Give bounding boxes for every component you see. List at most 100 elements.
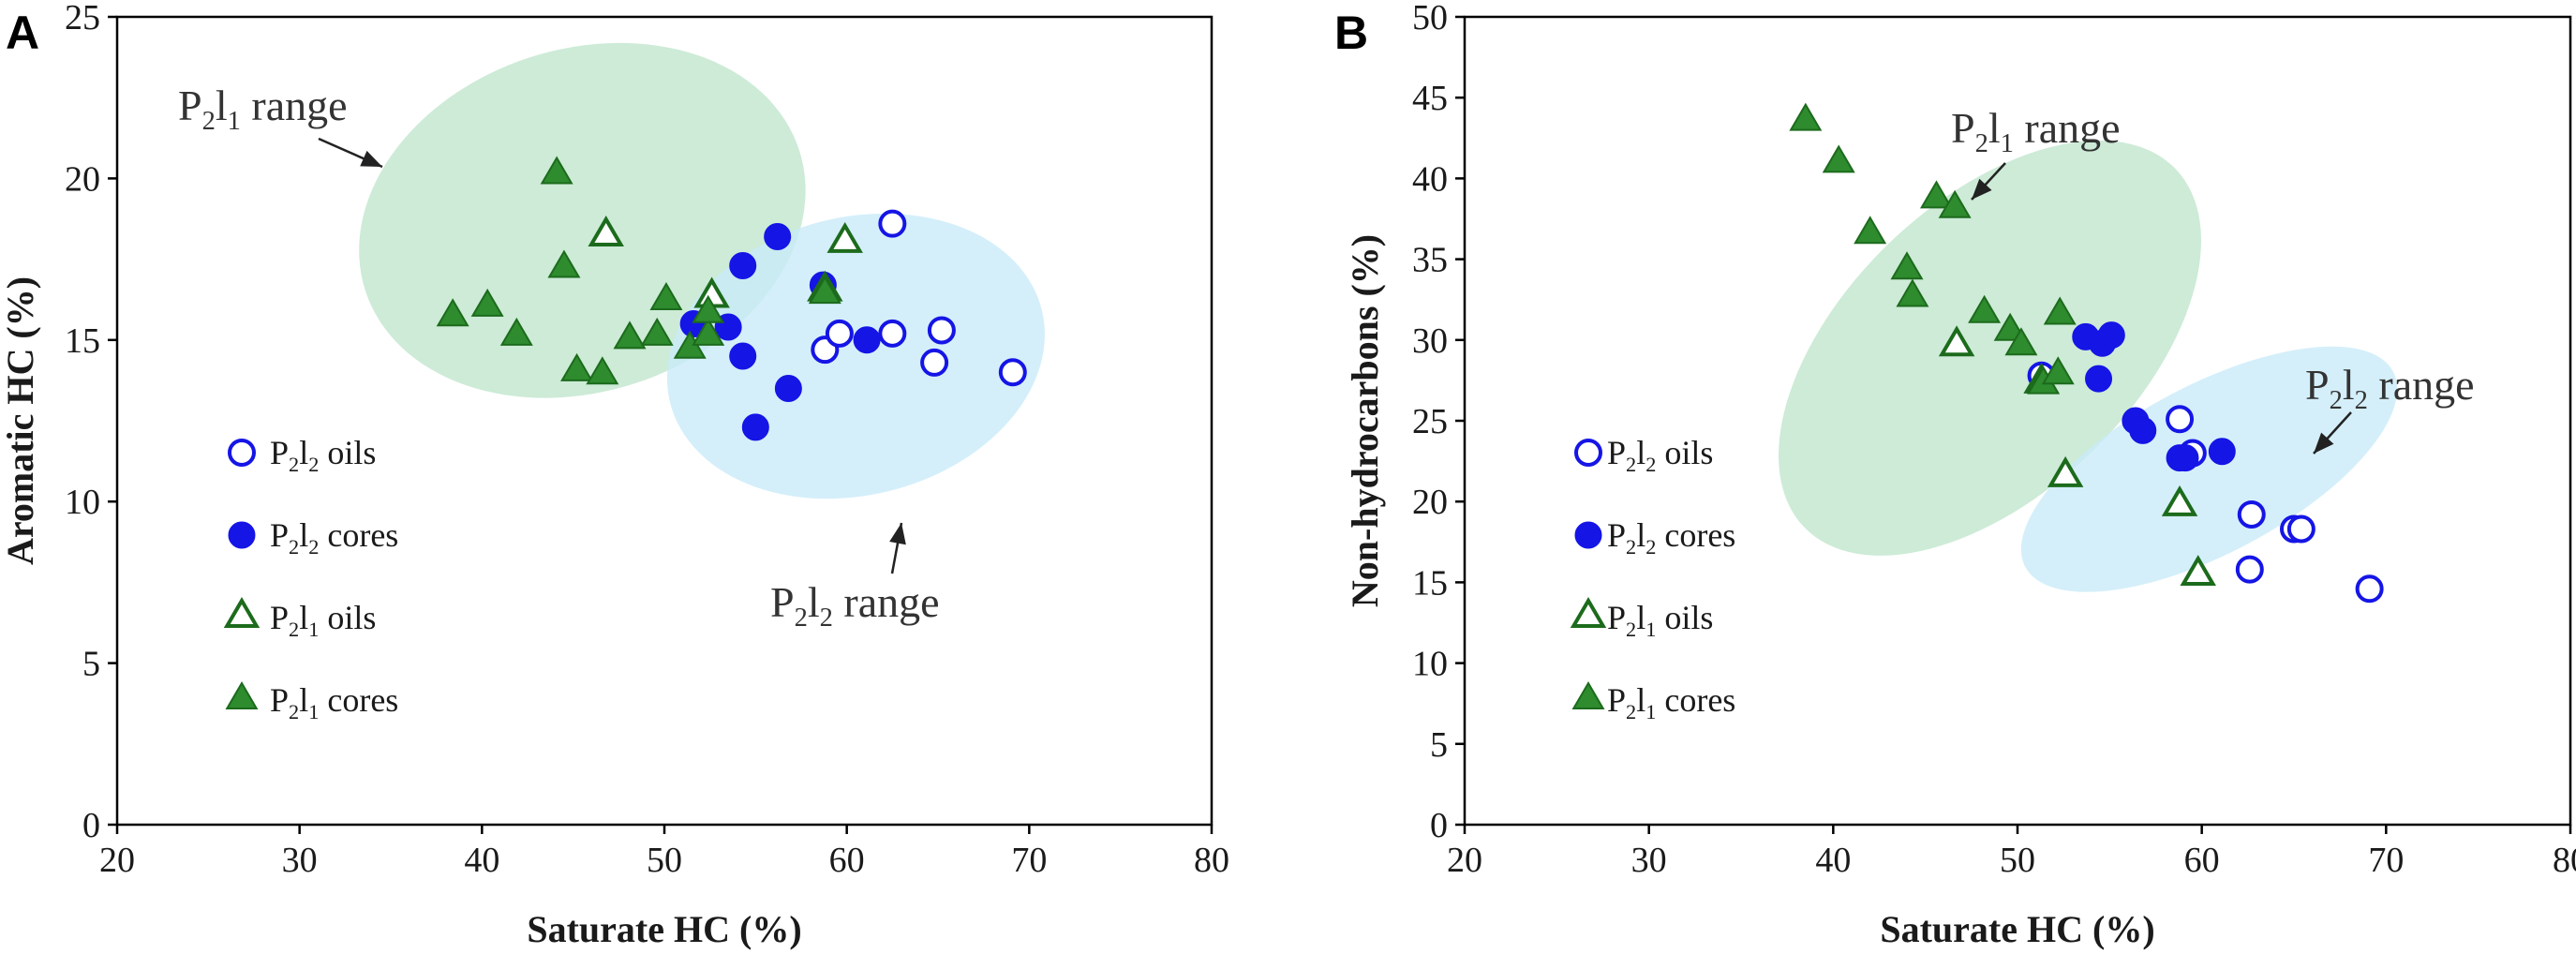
x-axis-label: Saturate HC (%) (1880, 908, 2154, 950)
point-p2l1-cores (1968, 294, 2002, 323)
range-label-p2l1: P2l1 range (178, 82, 348, 136)
point-p2l1-cores (692, 294, 725, 323)
point-p2l1-cores (692, 317, 725, 346)
point-p2l1-cores (560, 352, 594, 381)
legend-marker-p2l2-oils (1574, 439, 1602, 467)
legend-label-p2l1-cores: P2l1 cores (270, 681, 398, 723)
point-p2l2-cores (2097, 321, 2125, 350)
x-axis-label: Saturate HC (%) (527, 908, 801, 950)
y-tick-label: 0 (82, 806, 100, 845)
x-tick-label: 40 (464, 841, 499, 880)
point-p2l2-oils (2237, 499, 2266, 529)
x-tick-label: 20 (99, 841, 135, 880)
legend-marker-p2l1-cores (225, 681, 259, 709)
x-tick-label: 50 (647, 841, 682, 880)
panel-b-chart: 20 30 40 50 60 70 80 0 5 10 15 20 25 30 35 40 45 50 Satura… (1334, 0, 2576, 950)
x-tick-label: 80 (2553, 841, 2576, 880)
legend-marker-p2l2-cores (228, 521, 256, 549)
point-p2l1-oils (2047, 455, 2084, 487)
x-tick-label: 60 (2184, 841, 2220, 880)
point-p2l2-cores (729, 342, 757, 370)
legend-marker-p2l1-oils (223, 597, 261, 628)
range-arrow-head (1972, 178, 1992, 200)
y-tick-label: 5 (82, 645, 100, 684)
x-tick-label: 60 (829, 841, 865, 880)
y-tick-label: 40 (1412, 159, 1448, 199)
point-p2l2-cores (853, 326, 881, 354)
legend-label-p2l1-cores: P2l1 cores (1607, 681, 1735, 723)
legend-marker-p2l2-oils (228, 439, 256, 467)
y-tick-label: 50 (1412, 0, 1448, 37)
y-tick-label: 25 (1412, 402, 1448, 441)
range-ellipse-p2l1 (1779, 140, 2201, 556)
range-ellipse-p2l2 (2020, 346, 2398, 592)
x-tick-label: 50 (2000, 841, 2035, 880)
range-arrow-head (360, 150, 382, 167)
y-axis-label: Aromatic HC (%) (0, 276, 41, 565)
point-p2l2-cores (729, 251, 757, 279)
panel-letter: A (6, 7, 39, 59)
point-p2l2-oils (2286, 514, 2315, 544)
y-tick-label: 20 (65, 159, 100, 199)
point-p2l1-cores (1890, 251, 1924, 280)
y-tick-label: 45 (1412, 79, 1448, 118)
y-tick-label: 10 (1412, 645, 1448, 684)
y-tick-label: 20 (1412, 483, 1448, 522)
point-p2l2-oils (920, 348, 949, 377)
point-p2l1-cores (1919, 180, 1953, 209)
point-p2l2-oils (2166, 405, 2195, 434)
point-p2l2-oils (878, 209, 907, 238)
y-tick-label: 5 (1430, 725, 1448, 765)
y-tick-label: 0 (1430, 806, 1448, 845)
point-p2l2-oils (2235, 555, 2264, 584)
legend-label-p2l2-cores: P2l2 cores (1607, 516, 1735, 559)
point-p2l2-cores (2085, 365, 2113, 393)
point-p2l1-cores (640, 317, 674, 346)
x-tick-label: 80 (1194, 841, 1229, 880)
point-p2l1-cores (436, 298, 469, 327)
point-p2l1-cores (586, 356, 619, 385)
point-p2l1-cores (499, 317, 533, 346)
y-tick-label: 15 (1412, 563, 1448, 603)
legend-marker-p2l2-cores (1574, 521, 1602, 549)
y-tick-label: 35 (1412, 241, 1448, 280)
range-label-p2l1: P2l1 range (1951, 104, 2121, 158)
x-tick-label: 70 (1011, 841, 1047, 880)
legend-label-p2l1-oils: P2l1 oils (1607, 599, 1713, 641)
panel-letter: B (1334, 7, 1368, 59)
point-p2l2-cores (764, 222, 792, 250)
point-p2l2-oils (825, 319, 854, 348)
point-p2l1-cores (808, 276, 841, 305)
range-arrow-head (889, 523, 906, 545)
point-p2l2-oils (878, 319, 907, 348)
legend-label-p2l2-cores: P2l2 cores (270, 516, 398, 559)
panel-a-chart: 20 30 40 50 60 70 80 0 5 10 15 20 25 Saturate HC (%) A… (0, 0, 1229, 950)
point-p2l2-oils (998, 358, 1027, 387)
point-p2l1-cores (1822, 144, 1855, 173)
point-p2l2-cores (2171, 444, 2199, 472)
point-p2l1-cores (1938, 189, 1972, 218)
x-tick-label: 30 (282, 841, 318, 880)
point-p2l2-cores (2129, 416, 2157, 444)
point-p2l1-cores (1896, 278, 1929, 307)
legend-label-p2l2-oils: P2l2 oils (1607, 434, 1713, 476)
legend-label-p2l2-oils: P2l2 oils (270, 434, 376, 476)
legend-marker-p2l1-oils (1570, 597, 1607, 628)
point-p2l1-cores (613, 320, 647, 350)
point-p2l1-oils (588, 216, 624, 247)
x-tick-label: 70 (2368, 841, 2404, 880)
point-p2l2-cores (2208, 438, 2236, 466)
legend-label-p2l1-oils: P2l1 oils (270, 599, 376, 641)
point-p2l1-cores (649, 281, 683, 310)
point-p2l1-cores (547, 249, 581, 278)
point-p2l1-cores (1789, 102, 1823, 131)
range-label-p2l2: P2l2 range (2305, 361, 2475, 415)
range-label-p2l2: P2l2 range (770, 578, 940, 633)
y-tick-label: 30 (1412, 321, 1448, 361)
x-tick-label: 20 (1447, 841, 1482, 880)
point-p2l1-oils (2161, 484, 2198, 516)
y-tick-label: 25 (65, 0, 100, 37)
y-axis-label: Non-hydrocarbons (%) (1344, 234, 1386, 607)
point-p2l1-cores (540, 156, 573, 185)
